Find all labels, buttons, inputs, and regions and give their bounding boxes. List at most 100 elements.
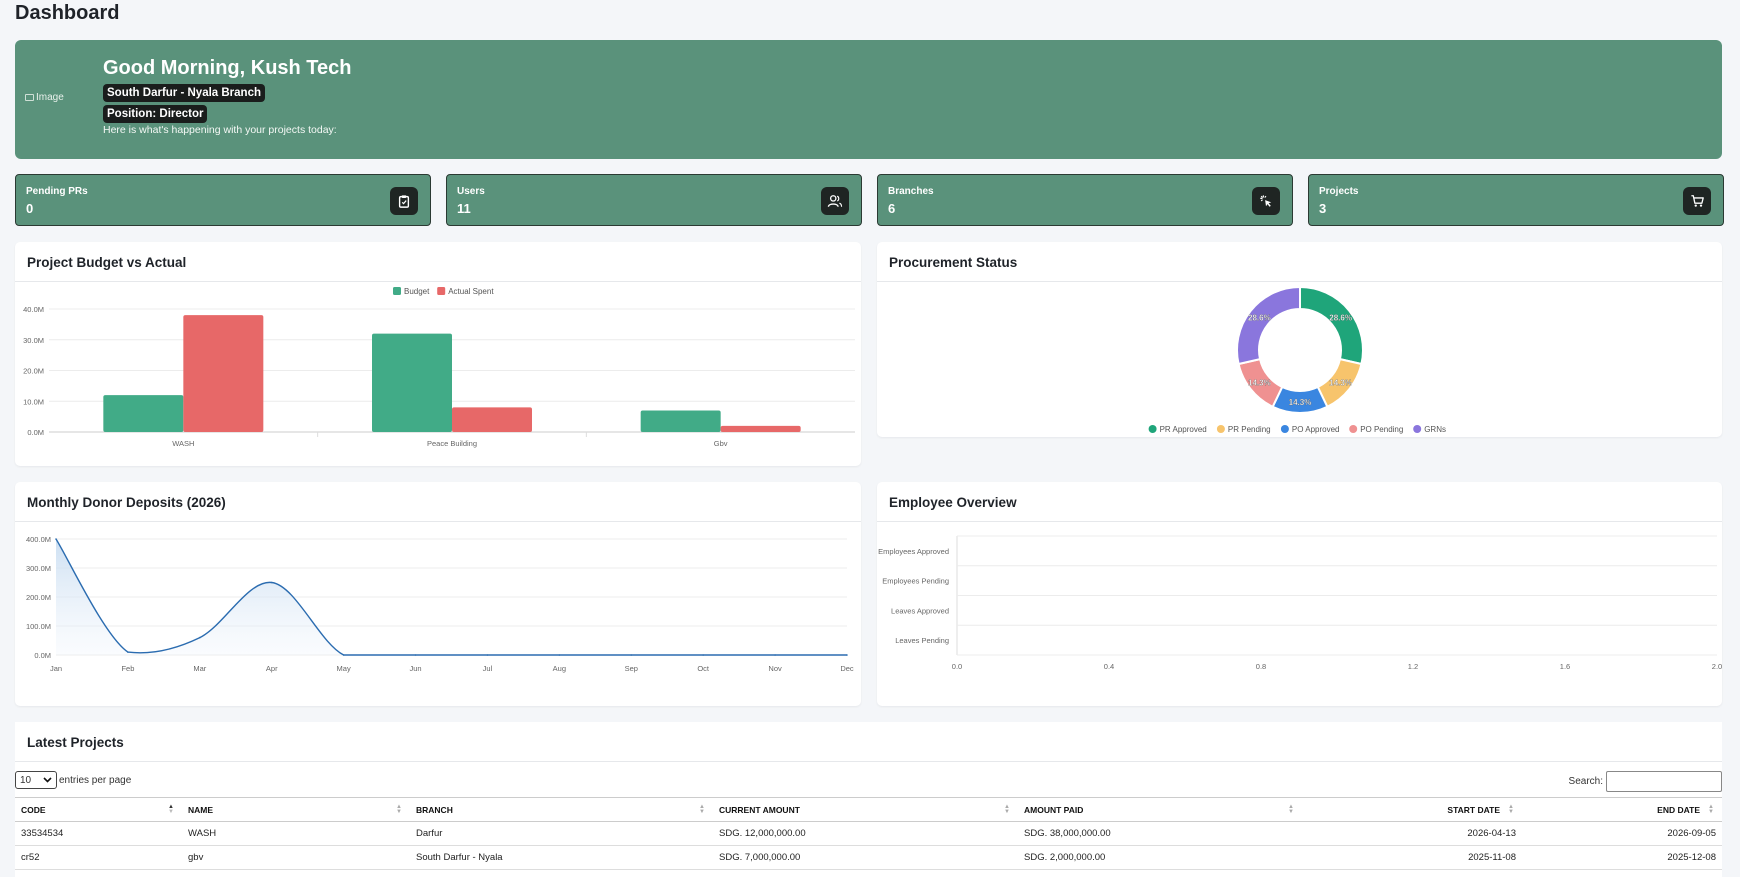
sort-icon: ▲ ▼ xyxy=(396,804,402,815)
legend-swatch xyxy=(1216,425,1225,433)
pointer-click-icon xyxy=(1252,187,1280,215)
y-tick-label: 300.0M xyxy=(26,564,51,573)
data-point xyxy=(199,636,201,639)
chevron-down-icon xyxy=(43,775,52,786)
greeting-text: Good Morning, Kush Tech xyxy=(103,57,352,79)
card-title: Monthly Donor Deposits (2026) xyxy=(15,482,861,522)
card-title: Latest Projects xyxy=(15,722,1722,762)
stat-card-users[interactable]: Users 11 xyxy=(446,174,862,226)
stat-label: Branches xyxy=(888,186,934,197)
budget-chart-card: Project Budget vs Actual 0.0M 10.0M 20.0M 3… xyxy=(15,242,861,466)
column-header-start-date[interactable]: START DATE ▲ ▼ xyxy=(1302,797,1522,822)
x-tick-label: Aug xyxy=(553,664,566,673)
legend-swatch xyxy=(1280,425,1289,433)
profile-image-alt: Image xyxy=(36,92,64,103)
stat-label: Users xyxy=(457,186,485,197)
data-point xyxy=(127,651,129,653)
sort-icon: ▲ ▼ xyxy=(1288,804,1294,815)
stat-card-projects[interactable]: Projects 3 xyxy=(1308,174,1724,226)
data-point xyxy=(414,654,417,656)
cart-icon xyxy=(1683,187,1711,215)
data-point xyxy=(702,654,704,656)
card-title: Procurement Status xyxy=(877,242,1722,282)
budget-chart: 0.0M 10.0M 20.0M 30.0M 40.0M WASH Peace Buildi… xyxy=(23,287,855,448)
y-tick-label: Leaves Pending xyxy=(895,636,949,645)
cell-amount-paid: SDG. 38,000,000.00 xyxy=(1018,821,1302,846)
sort-icon: ▲ ▼ xyxy=(1708,804,1714,815)
users-icon xyxy=(821,187,849,215)
x-tick-label: Peace Building xyxy=(427,439,477,448)
column-header-code[interactable]: CODE ▲ ▼ xyxy=(15,797,182,822)
x-tick-label: 0.8 xyxy=(1256,662,1266,671)
cell-name: WASH xyxy=(182,821,410,846)
stat-label: Projects xyxy=(1319,186,1359,197)
legend-swatch xyxy=(437,287,446,295)
column-header-end-date[interactable]: END DATE ▲ ▼ xyxy=(1522,797,1722,822)
legend-label: GRNs xyxy=(1424,425,1446,434)
data-point xyxy=(558,654,561,656)
employee-chart-card: Employee Overview 0.0 0.4 0.8 1.2 1.6 2.0 Empl… xyxy=(877,482,1722,706)
cell-code: 33534534 xyxy=(15,821,182,846)
x-tick-label: Gbv xyxy=(714,439,728,448)
stat-card-branches[interactable]: Branches 6 xyxy=(877,174,1293,226)
welcome-banner: Image Good Morning, Kush Tech South Darf… xyxy=(15,40,1722,159)
x-tick-label: 0.4 xyxy=(1104,662,1114,671)
sort-asc-icon: ▲ ▼ xyxy=(168,804,174,815)
x-tick-label: Jul xyxy=(483,664,493,673)
y-tick-label: 400.0M xyxy=(26,535,51,544)
legend-swatch xyxy=(1148,425,1157,433)
stat-value: 11 xyxy=(457,201,471,216)
column-header-branch[interactable]: BRANCH ▲ ▼ xyxy=(410,797,713,822)
cell-amount-paid: SDG. 2,000,000.00 xyxy=(1018,845,1302,870)
table-header-row: CODE ▲ ▼ NAME ▲ ▼ BRANCH ▲ ▼ CURRENT AMOUNT ▲ ▼ … xyxy=(15,797,1722,822)
y-tick-label: 10.0M xyxy=(23,397,44,406)
profile-image: Image xyxy=(25,92,64,103)
search-input[interactable] xyxy=(1606,771,1722,792)
deposits-chart: 0.0M 100.0M 200.0M 300.0M 400.0M Jan Feb Mar Apr… xyxy=(26,535,854,673)
y-tick-label: 0.0M xyxy=(34,651,51,660)
y-tick-label: Employees Pending xyxy=(882,577,949,586)
column-header-name[interactable]: NAME ▲ ▼ xyxy=(182,797,410,822)
legend-swatch xyxy=(393,287,401,295)
x-tick-label: 1.6 xyxy=(1560,662,1570,671)
x-tick-label: May xyxy=(337,664,351,673)
cell-branch: Darfur xyxy=(410,821,713,846)
table-row[interactable]: cr52 gbv South Darfur - Nyala SDG. 7,000… xyxy=(15,845,1722,870)
column-header-current-amount[interactable]: CURRENT AMOUNT ▲ ▼ xyxy=(713,797,1018,822)
broken-image-icon xyxy=(25,94,34,101)
data-point xyxy=(486,654,489,656)
x-tick-label: 2.0 xyxy=(1712,662,1722,671)
x-tick-label: Oct xyxy=(697,664,710,673)
data-point xyxy=(55,538,57,540)
data-point xyxy=(630,654,633,656)
slice-label: 28.6% xyxy=(1248,314,1271,323)
y-tick-label: 40.0M xyxy=(23,305,44,314)
slice-label: 28.6% xyxy=(1329,314,1352,323)
cell-current-amount: SDG. 7,000,000.00 xyxy=(713,845,1018,870)
stat-value: 3 xyxy=(1319,201,1327,216)
x-tick-label: Feb xyxy=(121,664,134,673)
cell-name: gbv xyxy=(182,845,410,870)
card-title: Employee Overview xyxy=(877,482,1722,522)
procurement-chart-card: Procurement Status 28.6% 14.3% 14.3% 14.3% 2… xyxy=(877,242,1722,437)
area-fill xyxy=(56,539,847,655)
employee-chart: 0.0 0.4 0.8 1.2 1.6 2.0 Employees Approved Empl… xyxy=(878,535,1722,671)
pie-slice xyxy=(1236,285,1301,366)
column-header-amount-paid[interactable]: AMOUNT PAID ▲ ▼ xyxy=(1018,797,1302,822)
latest-projects-card: Latest Projects 10 entries per page Sear… xyxy=(15,722,1722,877)
cell-end-date: 2025-12-08 xyxy=(1522,845,1722,870)
cell-code: cr52 xyxy=(15,845,182,870)
x-tick-label: Nov xyxy=(768,664,782,673)
table-row[interactable]: 33534534 WASH Darfur SDG. 12,000,000.00 … xyxy=(15,821,1722,846)
entries-per-page: 10 entries per page xyxy=(15,771,131,789)
legend-label: PR Pending xyxy=(1228,425,1271,434)
y-tick-label: 0.0M xyxy=(27,428,44,437)
stat-value: 6 xyxy=(888,201,896,216)
projects-table: CODE ▲ ▼ NAME ▲ ▼ BRANCH ▲ ▼ CURRENT AMOUNT ▲ ▼ … xyxy=(15,797,1722,870)
stat-card-pending-prs[interactable]: Pending PRs 0 xyxy=(15,174,431,226)
bar-actual-spent xyxy=(452,407,532,432)
cell-end-date: 2026-09-05 xyxy=(1522,821,1722,846)
entries-select[interactable]: 10 xyxy=(15,771,57,789)
x-tick-label: Sep xyxy=(625,664,638,673)
sort-icon: ▲ ▼ xyxy=(1004,804,1010,815)
